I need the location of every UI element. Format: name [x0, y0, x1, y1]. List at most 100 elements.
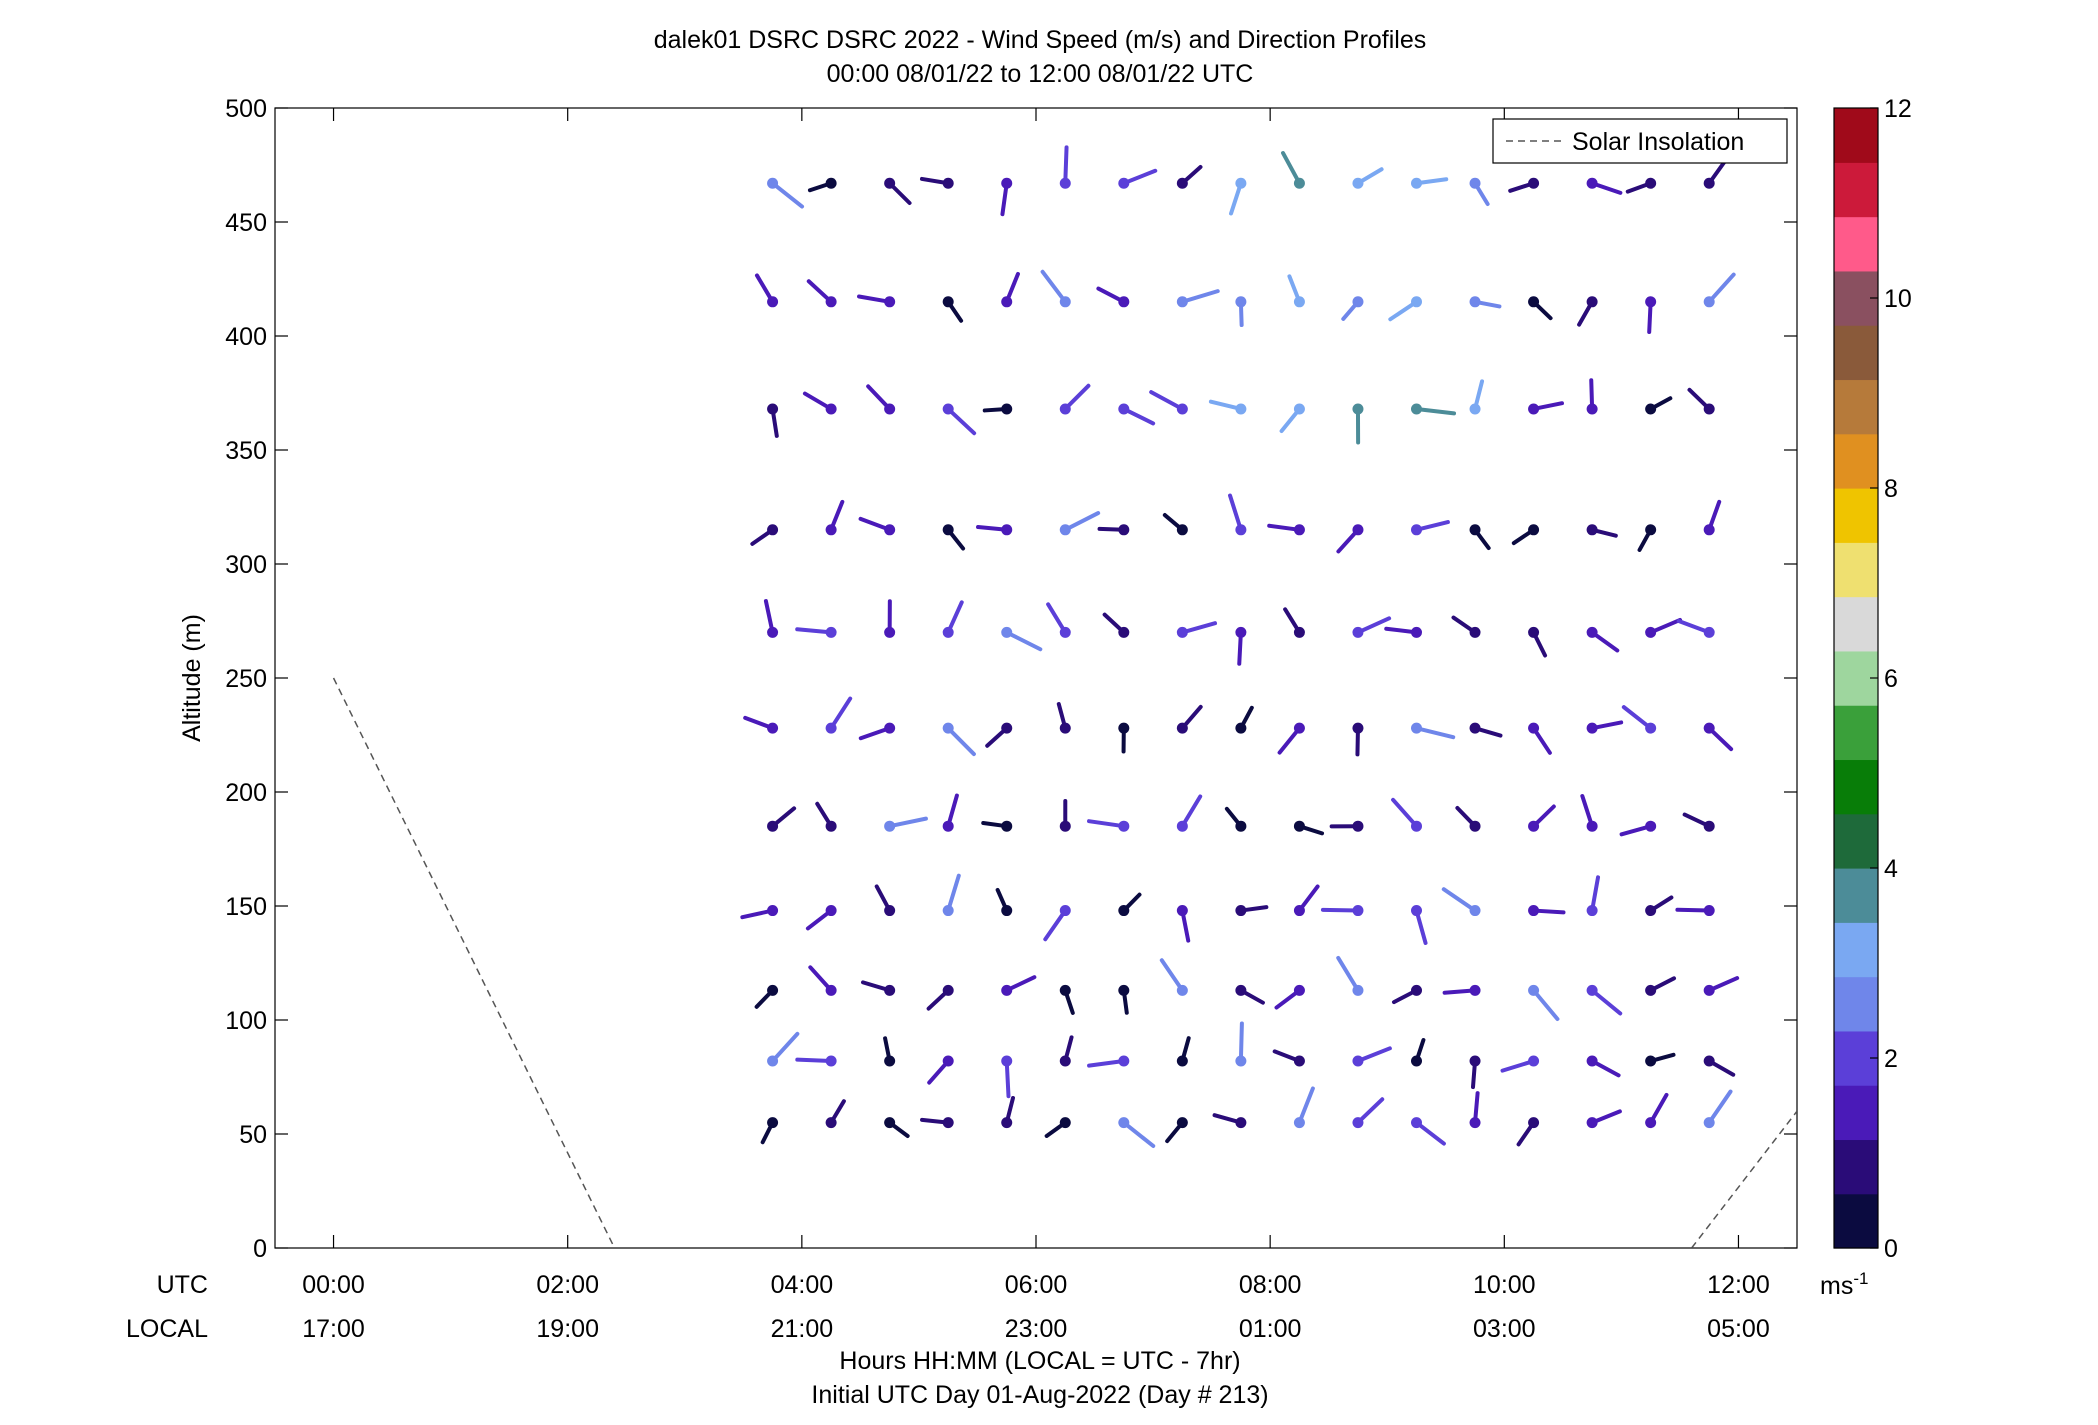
local-row-label: LOCAL — [126, 1315, 208, 1343]
wind-vector-point-8-3 — [942, 403, 954, 415]
wind-vector-point-5-3 — [942, 722, 954, 734]
colorbar-segment-16 — [1834, 325, 1878, 381]
wind-vector-point-8-6 — [1118, 403, 1130, 415]
wind-vector-stem-6-7 — [1180, 621, 1218, 635]
wind-vector-point-5-8 — [1235, 722, 1247, 734]
colorbar-unit-exponent: -1 — [1853, 1269, 1868, 1288]
wind-vector-stem-4-6 — [1087, 819, 1126, 829]
wind-vector-stem-6-4 — [1004, 630, 1043, 652]
wind-vector-stem-3-3 — [946, 873, 961, 913]
wind-vector-point-6-4 — [1001, 626, 1013, 638]
wind-vector-point-7-2 — [884, 524, 896, 536]
wind-vector-point-5-10 — [1352, 722, 1364, 734]
wind-vector-point-3-11 — [1411, 905, 1422, 917]
wind-vector-stem-5-11 — [1414, 726, 1456, 740]
wind-vector-point-7-15 — [1645, 524, 1657, 536]
wind-vector-point-5-14 — [1586, 722, 1598, 734]
colorbar-segment-5 — [1834, 922, 1878, 978]
y-axis-label: Altitude (m) — [178, 614, 206, 742]
wind-vector-point-10-13 — [1528, 177, 1540, 189]
wind-vector-point-9-13 — [1528, 296, 1540, 308]
y-tick-label-7: 350 — [225, 437, 267, 465]
wind-vector-point-3-15 — [1645, 905, 1657, 917]
wind-vector-point-0-14 — [1586, 1117, 1598, 1129]
wind-vector-point-5-6 — [1118, 722, 1130, 734]
wind-vector-stem-4-2 — [887, 816, 928, 829]
wind-vector-point-10-8 — [1235, 177, 1247, 189]
y-tick-label-2: 100 — [225, 1007, 267, 1035]
wind-vector-point-8-10 — [1352, 403, 1364, 415]
wind-vector-point-1-12 — [1469, 1055, 1481, 1067]
wind-vector-point-8-9 — [1293, 403, 1305, 415]
wind-vector-point-4-10 — [1352, 820, 1364, 832]
wind-vector-point-10-3 — [942, 177, 954, 189]
x-tick-label-local-4: 01:00 — [1239, 1315, 1302, 1343]
colorbar-unit-base: ms — [1820, 1272, 1853, 1300]
wind-vector-point-2-1 — [825, 984, 837, 996]
wind-vector-point-2-14 — [1586, 984, 1598, 996]
x-tick-label-utc-4: 08:00 — [1239, 1271, 1302, 1299]
colorbar-tick-label-0: 0 — [1884, 1235, 1898, 1263]
wind-vector-point-9-2 — [884, 296, 896, 308]
wind-vector-point-6-1 — [825, 626, 837, 638]
wind-vector-stem-4-11 — [1391, 797, 1419, 829]
x-tick-label-utc-0: 00:00 — [302, 1271, 365, 1299]
wind-vector-point-5-4 — [1001, 722, 1013, 734]
solar-insolation-line-1 — [1691, 1110, 1797, 1248]
wind-vector-stem-8-3 — [946, 406, 977, 436]
wind-vector-point-7-12 — [1469, 524, 1481, 536]
wind-vector-point-1-3 — [942, 1055, 954, 1067]
wind-vector-point-9-12 — [1469, 296, 1481, 308]
wind-vector-point-4-4 — [1001, 820, 1013, 832]
colorbar-tick-label-1: 2 — [1884, 1045, 1898, 1073]
wind-vector-point-7-14 — [1586, 524, 1598, 536]
wind-vector-point-1-13 — [1528, 1055, 1540, 1067]
wind-vector-point-7-16 — [1703, 524, 1715, 536]
y-tick-label-1: 50 — [239, 1121, 267, 1149]
wind-vector-point-5-15 — [1645, 722, 1657, 734]
x-tick-label-utc-6: 12:00 — [1707, 1271, 1770, 1299]
wind-vector-point-7-0 — [767, 524, 779, 536]
wind-vector-point-7-8 — [1235, 524, 1247, 536]
wind-vector-point-7-10 — [1352, 524, 1364, 536]
wind-vector-point-7-5 — [1059, 524, 1071, 536]
wind-vector-point-4-5 — [1059, 820, 1071, 832]
wind-vector-point-1-5 — [1059, 1055, 1071, 1067]
wind-vector-point-5-13 — [1528, 722, 1540, 734]
wind-vector-point-1-0 — [767, 1055, 779, 1067]
x-axis-label-initial-day: Initial UTC Day 01-Aug-2022 (Day # 213) — [811, 1381, 1268, 1409]
colorbar-unit: ms-1 — [1820, 1269, 1868, 1300]
plot-area — [274, 107, 1798, 1249]
wind-vector-stem-0-10 — [1355, 1097, 1385, 1125]
colorbar-tick-label-4: 8 — [1884, 475, 1898, 503]
wind-vector-point-8-0 — [767, 403, 779, 415]
wind-vector-point-9-7 — [1176, 296, 1188, 308]
wind-vector-point-2-0 — [767, 984, 779, 996]
wind-vector-point-3-8 — [1235, 905, 1247, 917]
wind-vector-point-8-2 — [884, 403, 896, 415]
colorbar-segment-15 — [1834, 379, 1878, 435]
colorbar-tick-label-2: 4 — [1884, 855, 1898, 883]
wind-vector-point-0-5 — [1059, 1117, 1071, 1129]
y-tick-label-4: 200 — [225, 779, 267, 807]
wind-vector-point-6-11 — [1411, 626, 1422, 638]
wind-vector-point-10-15 — [1645, 177, 1657, 189]
wind-vector-point-6-6 — [1118, 626, 1130, 638]
wind-vector-point-3-14 — [1586, 905, 1598, 917]
wind-vector-stem-3-14 — [1590, 875, 1601, 913]
wind-vector-stem-10-9 — [1281, 151, 1302, 186]
wind-vector-point-9-4 — [1001, 296, 1013, 308]
wind-vector-point-1-2 — [884, 1055, 896, 1067]
wind-vector-stem-5-1 — [829, 696, 853, 731]
x-tick-label-local-2: 21:00 — [771, 1315, 834, 1343]
wind-vector-point-6-15 — [1645, 626, 1657, 638]
wind-vector-point-10-7 — [1176, 177, 1188, 189]
wind-vector-stem-3-11 — [1414, 908, 1428, 945]
y-tick-label-3: 150 — [225, 893, 267, 921]
wind-vector-stem-2-10 — [1336, 955, 1360, 993]
wind-vector-point-10-4 — [1001, 177, 1013, 189]
wind-vector-point-0-9 — [1293, 1117, 1305, 1129]
wind-vector-point-4-3 — [942, 820, 954, 832]
colorbar-segment-9 — [1834, 705, 1878, 761]
